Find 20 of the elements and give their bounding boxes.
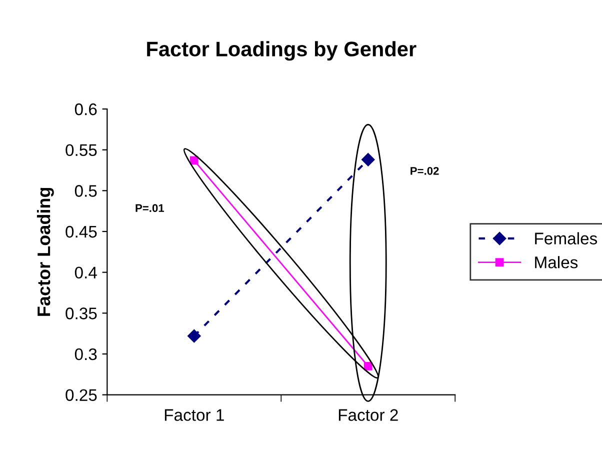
y-tick-label: 0.4 [74, 266, 97, 279]
y-axis-title: Factor Loading [36, 188, 54, 316]
y-tick-label: 0.6 [74, 103, 97, 116]
annotation: P=.01 [136, 204, 164, 212]
annotation: P=.02 [410, 166, 439, 175]
point [188, 329, 201, 343]
point [364, 362, 372, 370]
point [362, 153, 375, 166]
x-tick-label: Factor 2 [338, 409, 398, 421]
y-tick-label: 0.45 [66, 226, 97, 238]
legend-label: Males [535, 256, 578, 268]
chart-title: Factor Loadings by Gender [147, 41, 416, 61]
y-tick-label: 0.3 [74, 348, 97, 360]
y-tick-label: 0.35 [66, 308, 97, 320]
point [190, 156, 198, 165]
x-tick-label: Factor 1 [164, 409, 224, 421]
y-tick-label: 0.25 [66, 389, 97, 401]
legend-label: Females [535, 232, 598, 244]
y-tick-label: 0.55 [66, 144, 97, 156]
y-tick-label: 0.5 [74, 185, 97, 197]
